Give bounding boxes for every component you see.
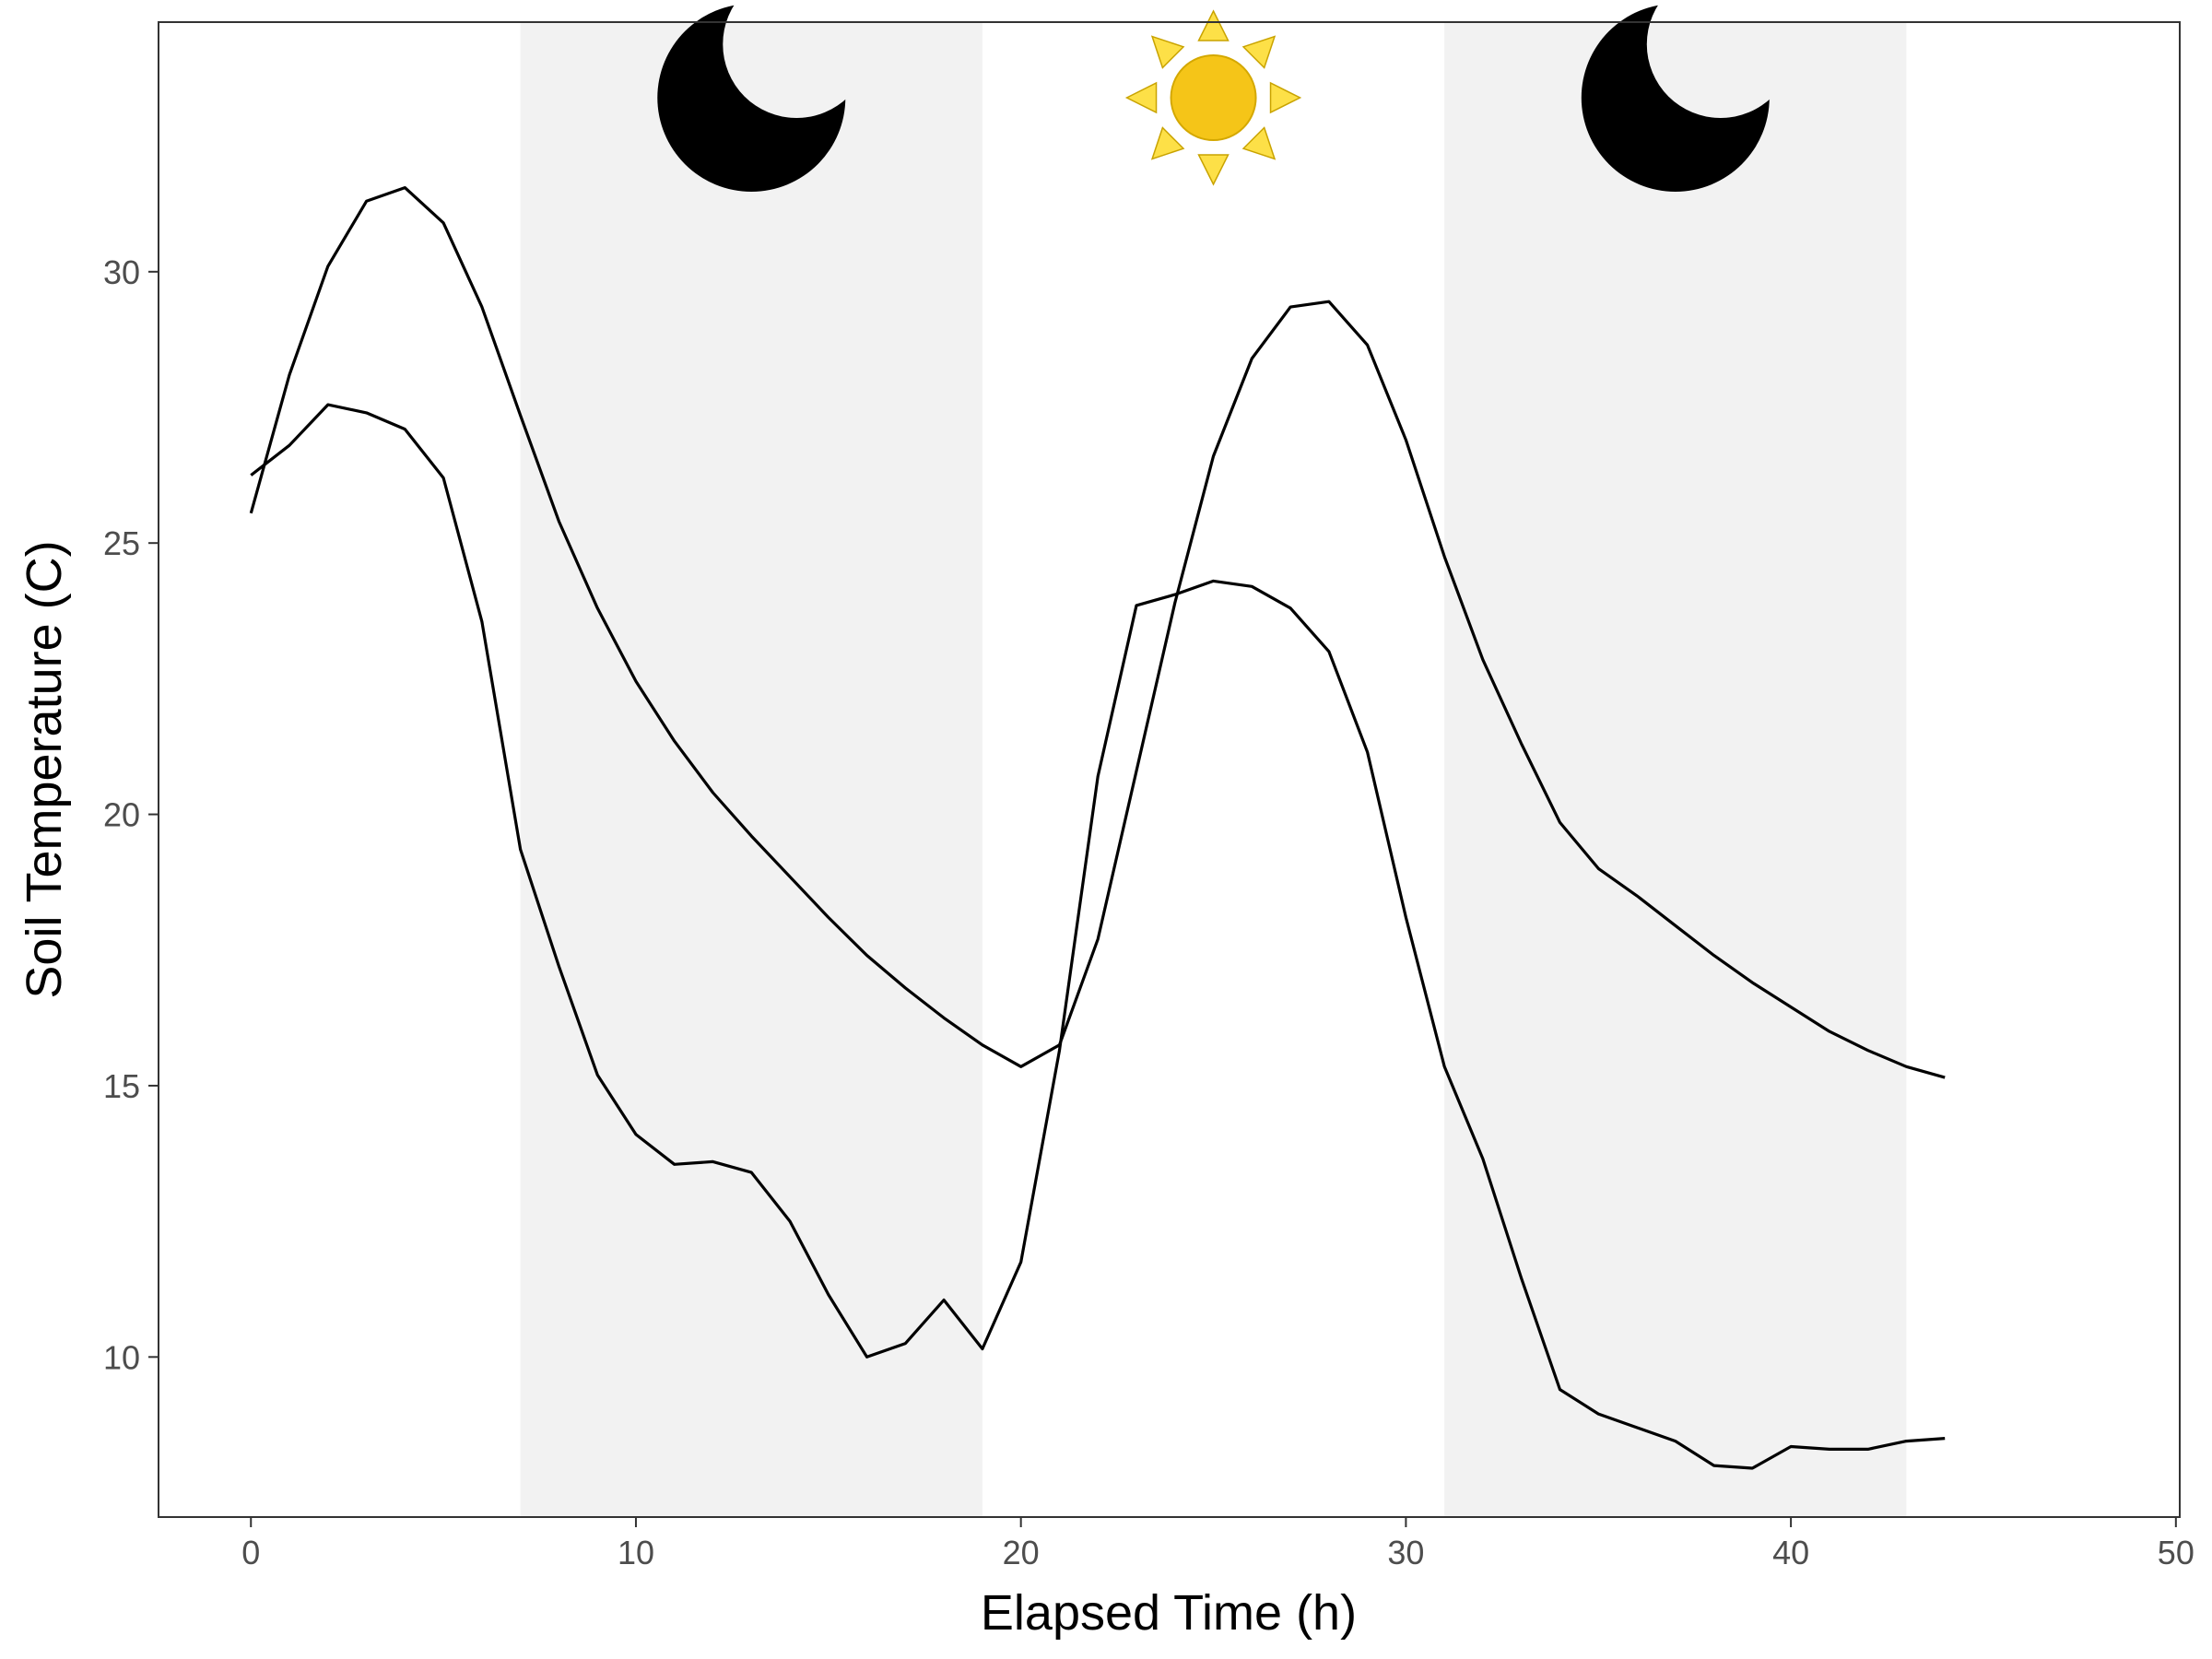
night-band [520, 23, 982, 1516]
series-line-2 [250, 403, 1946, 1470]
x-tick-label: 10 [618, 1534, 654, 1571]
sun-ray [1150, 35, 1185, 69]
y-tick-label: 25 [103, 524, 140, 562]
night-band [1444, 23, 1907, 1516]
x-tick-label: 20 [1003, 1534, 1040, 1571]
x-tick-label: 0 [241, 1534, 260, 1571]
moon-icon [1581, 4, 1770, 192]
series-lines [249, 186, 1946, 1470]
sun-ray [1197, 9, 1230, 41]
sun-ray [1197, 154, 1230, 186]
plot-panel-border [158, 21, 2181, 1518]
sun-ray [1241, 35, 1277, 69]
sun-ray [1150, 126, 1185, 160]
series-line-1 [249, 186, 1946, 1079]
sun-disc [1170, 54, 1257, 141]
sun-ray [1124, 81, 1158, 114]
x-tick-label: 50 [2158, 1534, 2194, 1571]
x-axis-title: Elapsed Time (h) [981, 1585, 1357, 1641]
sun-ray [1241, 126, 1277, 160]
y-tick-label: 10 [103, 1338, 140, 1376]
y-tick-label: 15 [103, 1067, 140, 1105]
day-night-icons [657, 4, 1770, 192]
x-axis-ticks: 0 10 20 30 40 50 [241, 1517, 2194, 1571]
y-axis-ticks: 10 15 20 25 30 [103, 253, 159, 1376]
night-bands [520, 23, 1907, 1516]
sun-ray [1269, 81, 1302, 114]
y-tick-label: 30 [103, 253, 140, 291]
x-tick-label: 30 [1387, 1534, 1424, 1571]
y-tick-label: 20 [103, 796, 140, 834]
sun-icon [1124, 9, 1302, 186]
moon-icon [657, 4, 846, 192]
x-tick-label: 40 [1772, 1534, 1809, 1571]
y-axis-title: Soil Temperature (C) [17, 540, 72, 998]
